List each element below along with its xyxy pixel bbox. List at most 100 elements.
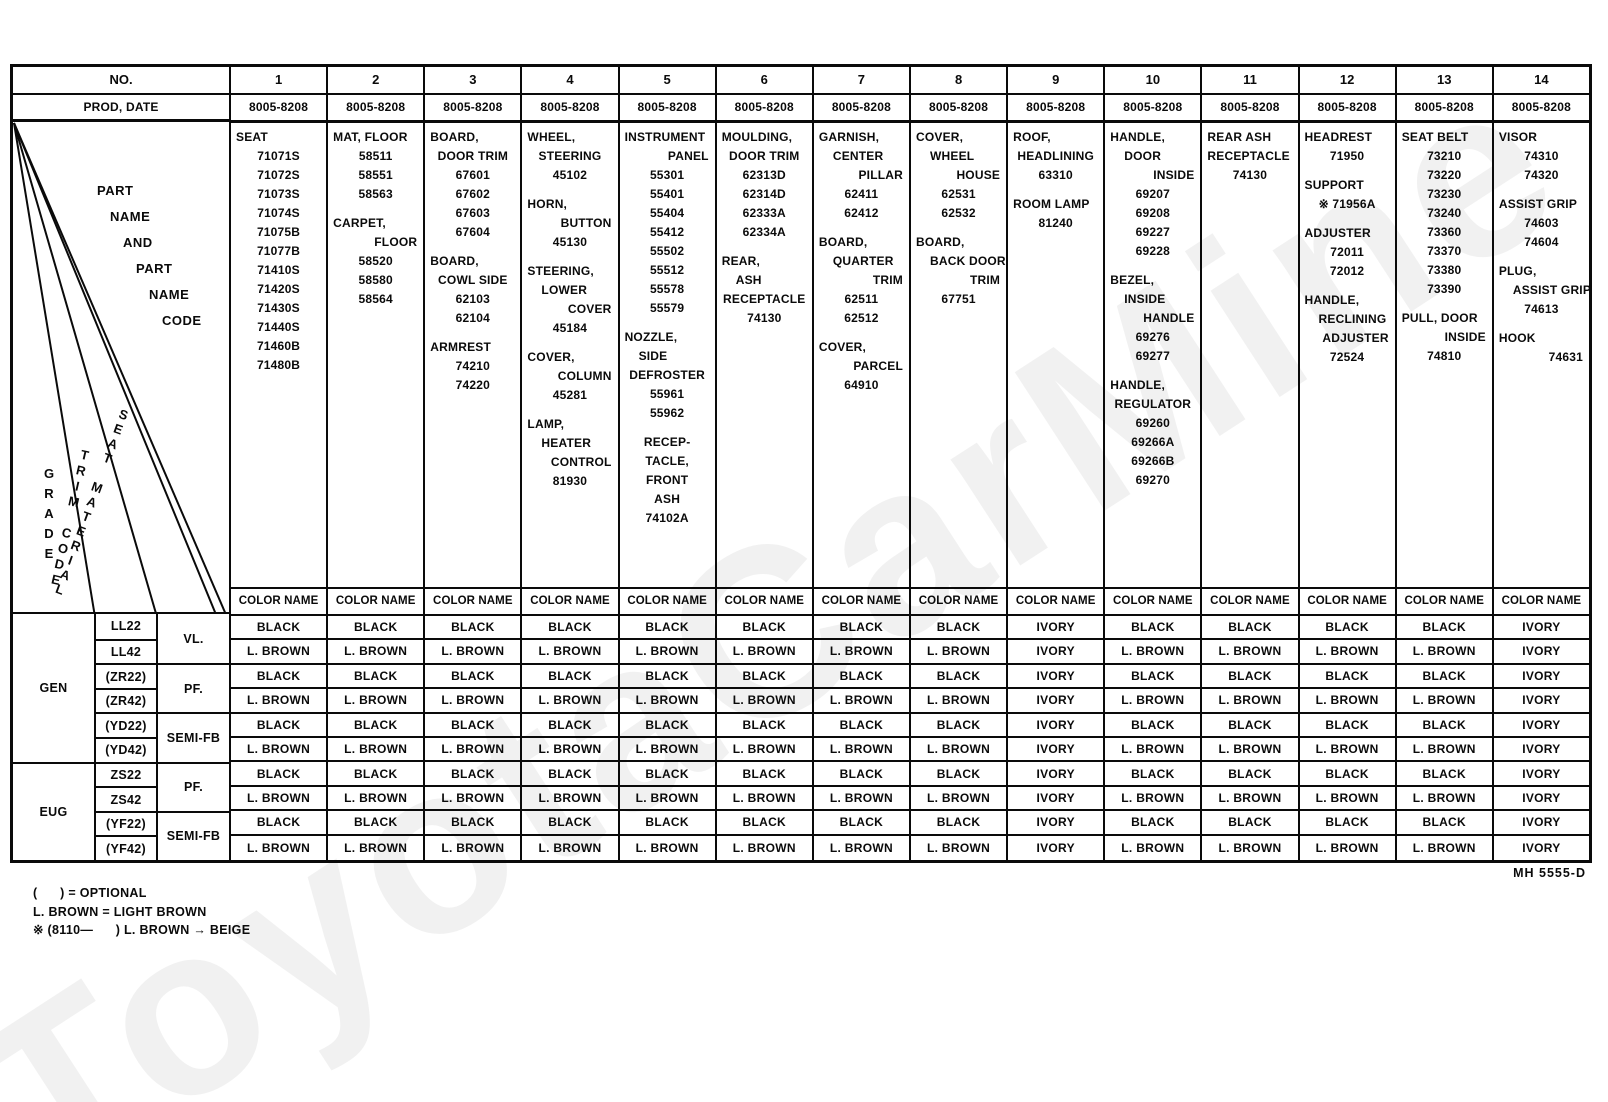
part-line: BACK DOOR [929,253,1006,268]
part-line: 63310 [1038,167,1073,182]
prod-date-value: 8005-8208 [910,95,1007,123]
part-line: 67751 [941,291,976,306]
part-line: ADJUSTER [1322,330,1389,345]
footnote-optional: ( ) = OPTIONAL [33,886,147,900]
part-line: 62411 [844,186,879,201]
part-line: 67603 [455,205,491,220]
prod-date-value: 8005-8208 [813,95,909,123]
part-line: CARPET, [333,215,386,230]
part-line: 71460B [256,338,301,353]
part-line: 74102A [645,510,689,525]
part-line: 55579 [649,300,685,315]
part-line: 55412 [649,224,685,239]
part-line: 71074S [257,205,300,220]
part-line: 58551 [358,167,393,182]
part-line [1494,319,1589,329]
part-line: PANEL [667,148,709,163]
part-line: 45281 [552,387,588,402]
color-value-cell: BLACK [716,762,812,787]
part-line: ※ 71956A [1318,196,1376,211]
color-name-header: COLOR NAME [522,589,618,616]
part-line: 72011 [1330,244,1364,259]
part-line: 81930 [552,473,588,488]
color-value-cell: L. BROWN [910,640,1007,665]
color-value-cell: IVORY [1522,840,1561,855]
part-line: 55961 [649,386,685,401]
part-line: ASSIST GRIP [1498,196,1578,211]
part-line: 74613 [1524,301,1559,316]
part-line: TRIM [969,272,1001,287]
color-value-cell: BLACK [1299,665,1395,690]
color-value-cell: L. BROWN [522,738,618,763]
color-value-cell: IVORY [1493,714,1589,738]
color-value-cell: L. BROWN [247,840,311,855]
part-line: NOZZLE, [624,329,678,344]
grade-cell: GEN [13,614,96,762]
color-value-cell: BLACK [328,616,424,641]
part-line: 72524 [1329,349,1365,364]
part-line: 71072S [257,167,300,182]
grade-cell: EUG [13,761,96,860]
part-line: 55401 [649,186,685,201]
prod-date-value: 8005-8208 [1202,95,1298,123]
column-number: 3 [425,67,521,95]
part-name-code-cell: HANDLE, DOOR INSIDE 69207 69208 69227 69228 BEZ… [1105,123,1201,590]
part-line [814,223,909,233]
color-value-cell: L. BROWN [1315,840,1379,855]
material-cell: PF. [158,663,229,712]
color-value-cell: L. BROWN [716,787,812,812]
color-value-cell: L. BROWN [522,787,618,812]
part-line: CONTROL [550,454,612,469]
color-value-cell: BLACK [619,762,715,787]
part-line: PILLAR [858,167,903,182]
part-line: LAMP, [527,416,565,431]
color-value-cell: L. BROWN [927,840,991,855]
part-line: INSIDE [1153,167,1195,182]
color-value-cell: BLACK [1202,665,1298,690]
part-line: ASSIST GRIP [1512,282,1589,297]
part-line: 69276 [1135,329,1171,344]
diagonal-lines [13,123,226,613]
part-line: 74603 [1524,215,1559,230]
part-name-line: CODE [162,313,202,329]
part-column: 14 8005-8208 VISOR 74310 74320 ASSIST GRIP 746… [1493,67,1589,860]
part-line: 69207 [1135,186,1171,201]
part-line: 74604 [1524,234,1559,249]
part-line: 58511 [358,148,393,163]
prod-date-value: 8005-8208 [328,95,424,123]
part-line: 71420S [257,281,300,296]
color-value-cell: L. BROWN [328,640,424,665]
color-value-cell: L. BROWN [910,689,1007,714]
part-line: HANDLE, [1110,129,1165,144]
part-line: COVER, [527,349,575,364]
part-line: PARCEL [853,358,903,373]
part-line: 58564 [358,291,393,306]
color-value-cell: IVORY [1493,762,1589,787]
color-name-header: COLOR NAME [425,589,521,616]
color-value-cell: L. BROWN [1105,738,1201,763]
part-line: RECEPTACLE [1207,148,1290,163]
color-value-cell: BLACK [1105,811,1201,836]
column-number: 1 [231,67,327,95]
grade-grid: GEN EUG LL22 LL42 (ZR22) (ZR42) (YD22) (YD42) ZS… [13,614,229,860]
prod-date-value: 8005-8208 [231,95,327,123]
corner-part-name-label: PART NAME AND PART NAME CODE [97,178,202,334]
part-line: 62532 [941,205,976,220]
part-line: 73390 [1427,281,1462,296]
part-line: 71071S [257,148,300,163]
color-value-cell: BLACK [1105,762,1201,787]
part-name-code-cell: REAR ASH RECEPTACLE 74130 [1202,123,1298,590]
color-value-cell: L. BROWN [829,840,893,855]
part-line: 62512 [844,310,879,325]
color-value-cell: L. BROWN [813,689,909,714]
color-value-cell: IVORY [1008,665,1104,690]
part-name-code-cell: INSTRUMENT PANEL 55301 55401 55404 55412 55502… [619,123,715,590]
part-name-line: PART [97,183,134,199]
part-line: VISOR [1498,129,1538,144]
part-line [522,405,617,415]
part-line: 64910 [844,377,879,392]
part-name-code-cell: GARNISH, CENTER PILLAR 62411 62412 BOARD, QUAR… [813,123,909,590]
color-value-cell: L. BROWN [538,840,602,855]
part-line: 72012 [1329,263,1365,278]
